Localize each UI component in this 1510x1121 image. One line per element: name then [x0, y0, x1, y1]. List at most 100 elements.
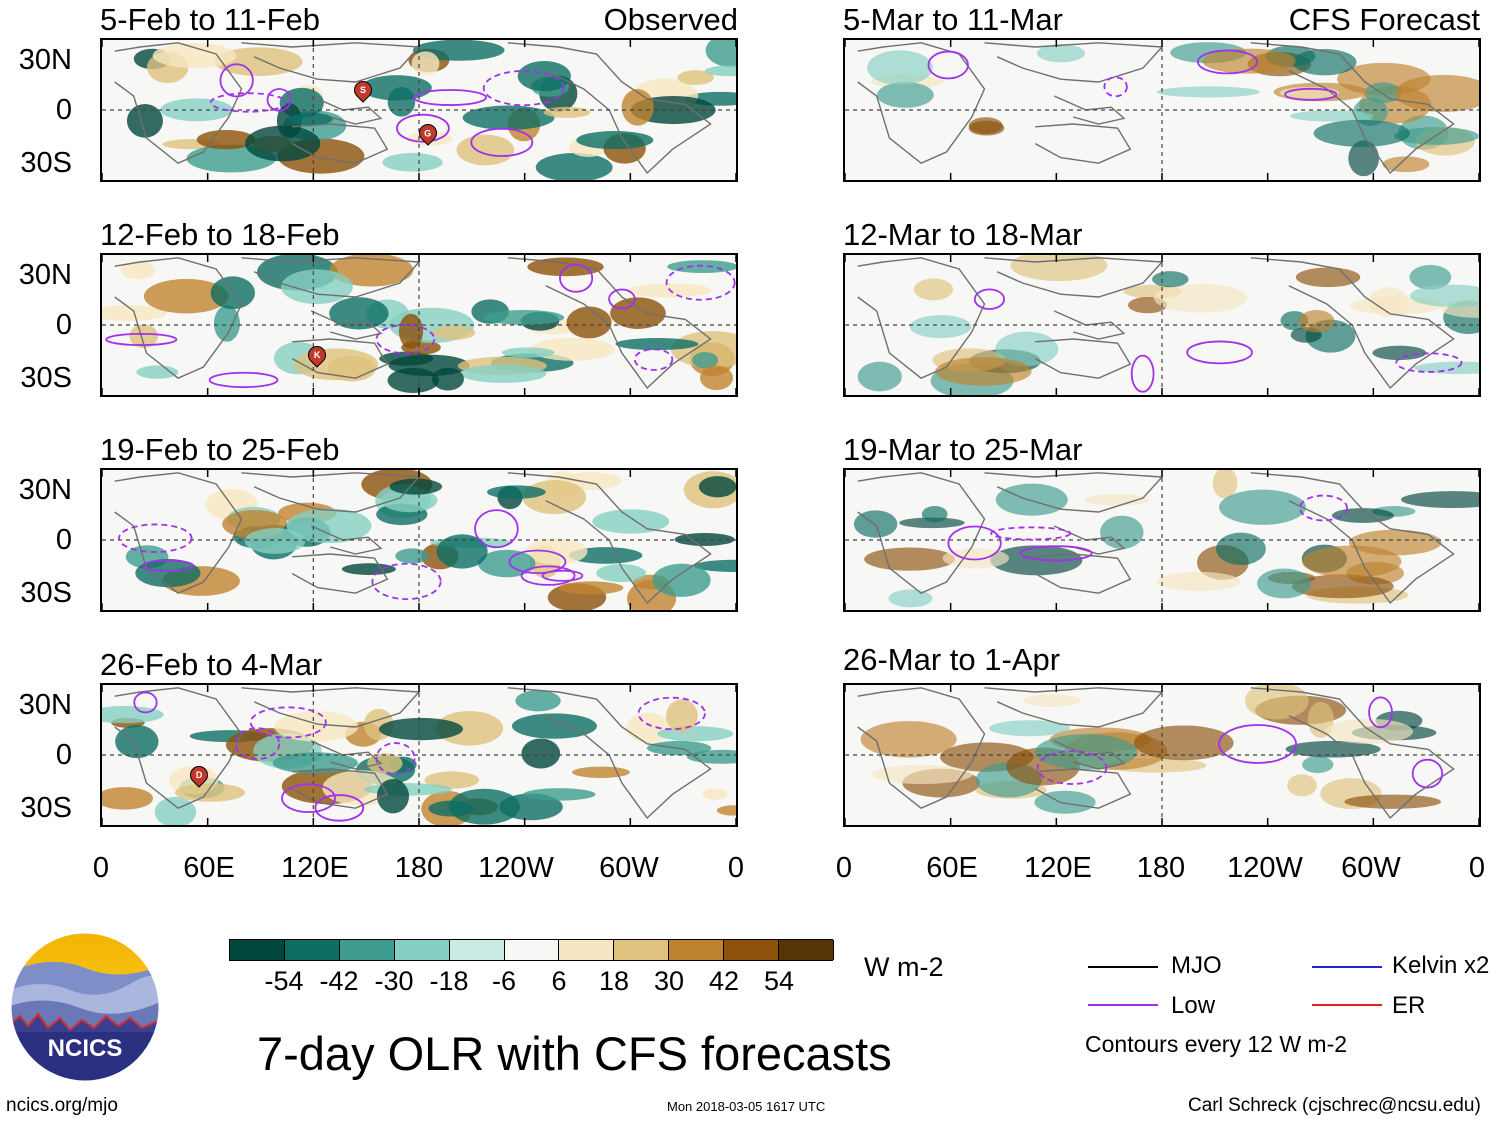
olr-anomaly-blob: [1409, 264, 1452, 290]
olr-anomaly-blob: [511, 713, 598, 739]
olr-anomaly-blob: [120, 260, 156, 280]
olr-anomaly-blob: [698, 476, 736, 498]
colorbar-cell: [230, 940, 285, 960]
low-contour: [990, 526, 1072, 541]
legend-label-low: Low: [1171, 992, 1216, 1019]
olr-anomaly-blob: [1372, 345, 1427, 361]
coastline: [291, 338, 389, 379]
olr-anomaly-blob: [152, 42, 237, 69]
coastline: [114, 687, 243, 810]
olr-anomaly-blob: [1156, 86, 1260, 98]
olr-anomaly-blob: [592, 509, 670, 534]
colorbar-cell: [339, 940, 395, 960]
legend-line-kelvin: [1312, 966, 1382, 968]
low-contour: [219, 63, 254, 98]
olr-anomaly-blob: [448, 788, 521, 825]
olr-map-panel: [843, 468, 1481, 612]
coastline: [114, 257, 243, 380]
olr-anomaly-blob: [716, 805, 736, 816]
olr-anomaly-blob: [652, 563, 711, 597]
olr-anomaly-blob: [1010, 255, 1108, 282]
panel-title: 5-Feb to 11-Feb: [100, 2, 320, 37]
olr-anomaly-blob: [1212, 470, 1238, 499]
olr-anomaly-blob: [989, 720, 1071, 737]
olr-anomaly-blob: [428, 800, 475, 817]
olr-anomaly-blob: [1156, 571, 1241, 592]
colorbar-tick: 6: [551, 966, 567, 996]
low-contour: [474, 509, 519, 549]
colorbar-cell: [779, 940, 834, 960]
olr-anomaly-blob: [424, 771, 480, 789]
low-contour: [1130, 354, 1155, 393]
olr-anomaly-blob: [1298, 310, 1335, 333]
olr-anomaly-blob: [1331, 508, 1394, 523]
low-contour: [1284, 87, 1338, 101]
olr-anomaly-blob: [704, 65, 736, 77]
olr-anomaly-blob: [244, 528, 306, 554]
olr-anomaly-blob: [995, 483, 1068, 516]
olr-anomaly-blob: [558, 581, 624, 595]
footer-url[interactable]: ncics.org/mjo: [6, 1095, 118, 1116]
coastline: [291, 553, 389, 594]
colorbar-tick: -18: [429, 966, 469, 996]
panel-title: 19-Mar to 25-Mar: [843, 432, 1083, 467]
olr-anomaly-blob: [389, 478, 443, 495]
ncics-logo: NCICS: [10, 932, 160, 1082]
olr-anomaly-blob: [1036, 44, 1086, 63]
low-contour: [1368, 696, 1393, 729]
panel-title: 12-Feb to 18-Feb: [100, 217, 340, 252]
colorbar-units: W m-2: [864, 952, 944, 982]
low-contour: [281, 783, 336, 814]
olr-anomaly-blob: [1244, 685, 1309, 720]
olr-anomaly-blob: [1401, 491, 1479, 509]
legend-line-mjo: [1088, 966, 1158, 968]
colorbar-cell: [394, 940, 450, 960]
lat-label: 30S: [20, 147, 72, 179]
low-contour: [1299, 494, 1348, 522]
colorbar-tick: 18: [598, 966, 630, 996]
olr-anomaly-blob: [102, 787, 154, 810]
lon-label: 60E: [183, 852, 235, 884]
olr-anomaly-blob: [667, 260, 736, 273]
olr-anomaly-blob: [154, 796, 197, 825]
lat-label: 30N: [18, 474, 72, 506]
lat-label: 30S: [20, 792, 72, 824]
olr-anomaly-blob: [143, 278, 229, 314]
olr-anomaly-blob: [432, 325, 476, 340]
lat-label: 30S: [20, 577, 72, 609]
lat-label: 0: [55, 524, 72, 556]
olr-anomaly-blob: [521, 738, 561, 769]
olr-anomaly-blob: [136, 365, 179, 379]
olr-anomaly-blob: [699, 365, 733, 391]
low-contour: [1103, 76, 1128, 98]
low-contour: [520, 565, 576, 586]
olr-anomaly-blob: [487, 485, 546, 499]
olr-anomaly-blob: [381, 488, 438, 513]
low-contour: [1218, 724, 1297, 764]
low-contour: [508, 549, 567, 575]
legend-label-mjo: MJO: [1171, 952, 1222, 979]
lon-label: 120W: [478, 852, 554, 884]
footer-timestamp: Mon 2018-03-05 1617 UTC: [667, 1099, 826, 1114]
lon-label: 0: [92, 852, 110, 884]
coastline: [857, 687, 986, 810]
footer-credit: Carl Schreck (cjschrec@ncsu.edu): [1188, 1095, 1481, 1116]
olr-anomaly-blob: [921, 506, 948, 523]
olr-anomaly-blob: [530, 337, 615, 361]
olr-anomaly-blob: [436, 534, 488, 569]
olr-anomaly-blob: [462, 105, 555, 130]
olr-anomaly-blob: [913, 278, 954, 301]
olr-map-panel: [100, 683, 738, 827]
coastline: [310, 525, 383, 555]
coastline: [857, 472, 986, 595]
lon-label: 0: [1468, 852, 1486, 884]
low-contour: [1411, 758, 1444, 789]
colorbar-tick: 30: [653, 966, 685, 996]
low-contour: [413, 89, 487, 106]
colorbar-tick: -54: [264, 966, 304, 996]
olr-anomaly-blob: [1313, 119, 1410, 147]
lon-label: 120E: [1024, 852, 1092, 884]
lon-label: 120E: [281, 852, 349, 884]
olr-map-panel: [843, 683, 1481, 827]
legend-label-er: ER: [1392, 992, 1426, 1019]
